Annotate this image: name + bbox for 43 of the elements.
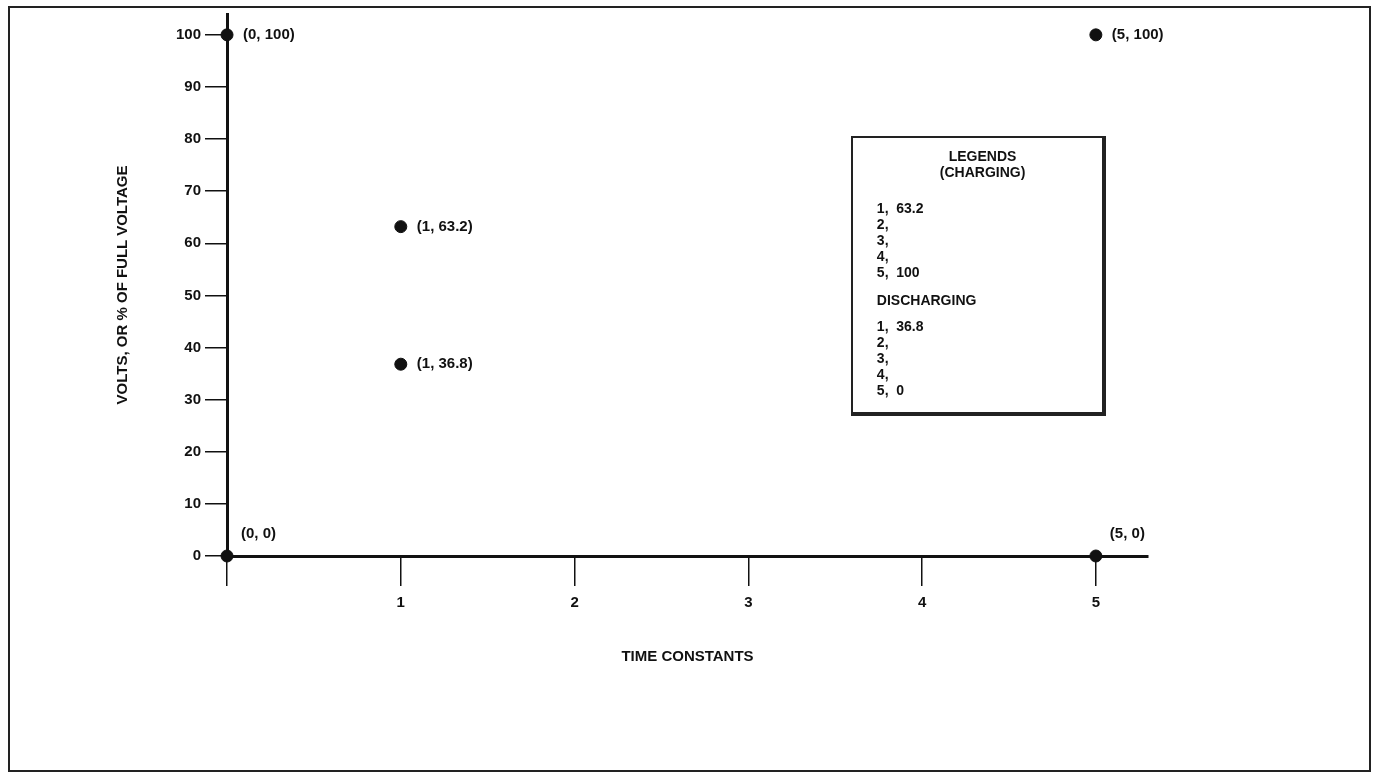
annotation: 2,	[876, 334, 890, 351]
point	[394, 357, 408, 371]
point	[1089, 28, 1103, 42]
y-tick-label: 80	[184, 129, 202, 147]
annotation: 1, 63.2	[876, 200, 925, 217]
point	[1089, 549, 1103, 563]
x-tick-label: 5	[1091, 593, 1101, 611]
y-tick-label: 100	[176, 24, 202, 42]
x-tick-label: 2	[570, 593, 579, 611]
x-tick-label: 1	[396, 593, 405, 611]
y-tick-label: 10	[184, 494, 202, 512]
annotation: 4,	[876, 248, 890, 265]
y-tick-label: 90	[184, 77, 202, 95]
x-tick-label: 4	[917, 593, 927, 611]
annotation: (1, 36.8)	[416, 354, 473, 372]
annotation: (5, 100)	[1111, 24, 1164, 42]
annotation: DISCHARGING	[876, 292, 978, 309]
point	[220, 549, 234, 563]
annotation: (0, 0)	[241, 524, 277, 542]
point	[394, 220, 408, 234]
y-tick-label: 40	[184, 337, 202, 355]
y-axis-title: VOLTS, OR % OF FULL VOLTAGE	[113, 165, 131, 405]
annotation: 5, 0	[876, 382, 906, 399]
annotation: LEGENDS	[947, 148, 1018, 165]
annotation: 1, 36.8	[876, 318, 925, 335]
annotation: 3,	[876, 350, 890, 367]
x-tick-label: 3	[744, 593, 753, 611]
y-tick-label: 60	[184, 233, 202, 251]
annotation: (1, 63.2)	[416, 216, 473, 234]
y-tick-label: 20	[184, 441, 202, 459]
annotation: 2,	[876, 216, 890, 233]
annotation: 3,	[876, 232, 890, 249]
y-tick-label: 0	[192, 546, 202, 564]
y-tick-label: 50	[184, 285, 202, 303]
y-tick-label: 70	[184, 181, 202, 199]
x-axis-title: TIME CONSTANTS	[621, 647, 754, 665]
annotation: (5, 0)	[1109, 524, 1145, 542]
y-tick-label: 30	[184, 389, 202, 407]
annotation: (0, 100)	[243, 24, 295, 42]
annotation: 4,	[876, 366, 890, 383]
annotation: (CHARGING)	[938, 164, 1027, 181]
annotation: 5, 100	[876, 264, 921, 281]
point	[220, 28, 234, 42]
